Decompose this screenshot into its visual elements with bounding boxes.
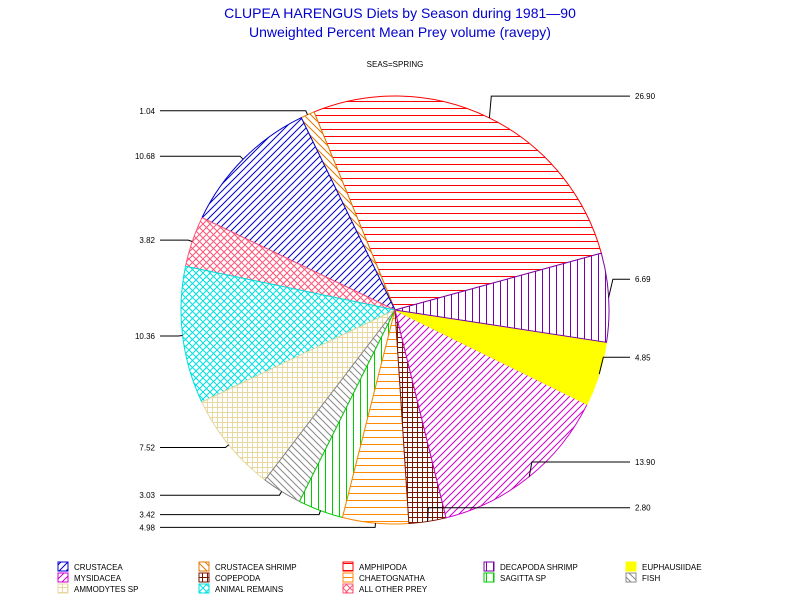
legend-swatch	[198, 561, 210, 572]
leader-line	[160, 523, 376, 528]
legend: CRUSTACEA CRUSTACEA SHRIMP AMPHIPODA DECAPO…	[57, 561, 702, 594]
legend-swatch	[625, 572, 637, 583]
legend-swatch	[483, 561, 495, 572]
legend-label: MYSIDACEA	[74, 574, 122, 583]
pie-slice-amphipoda	[313, 95, 602, 311]
slice-value-label: 10.68	[135, 152, 156, 161]
legend-swatch	[57, 561, 69, 572]
leader-line	[160, 239, 193, 242]
leader-line	[160, 110, 308, 115]
chart-subtitle: Unweighted Percent Mean Prey volume (rav…	[249, 24, 551, 40]
pie-slice-mysidacea	[394, 309, 588, 519]
leader-line	[160, 155, 244, 160]
leader-line	[160, 335, 183, 337]
slice-value-label: 26.90	[635, 92, 656, 101]
legend-label: AMMODYTES SP	[74, 585, 138, 594]
legend-swatch	[57, 583, 69, 594]
legend-label: ALL OTHER PREY	[359, 585, 428, 594]
legend-swatch	[342, 572, 354, 583]
slice-value-label: 1.04	[139, 107, 155, 116]
legend-swatch	[57, 572, 69, 583]
slice-value-label: 2.80	[635, 504, 651, 513]
leader-line	[427, 507, 630, 522]
legend-swatch	[483, 572, 495, 583]
legend-swatch	[198, 583, 210, 594]
legend-label: SAGITTA SP	[500, 574, 546, 583]
slice-value-label: 10.36	[135, 332, 156, 341]
leader-line	[160, 510, 321, 516]
slice-value-label: 3.03	[139, 491, 155, 500]
legend-swatch	[342, 583, 354, 594]
slice-value-label: 4.85	[635, 353, 651, 362]
leader-line	[160, 444, 230, 448]
pie-slice-ammodytes-sp	[201, 309, 396, 481]
panel-label: SEAS=SPRING	[367, 60, 424, 69]
legend-label: CHAETOGNATHA	[359, 574, 426, 583]
legend-label: ANIMAL REMAINS	[215, 585, 283, 594]
pie-slice-animal-remains	[180, 265, 397, 403]
legend-label: CRUSTACEA SHRIMP	[215, 563, 297, 572]
slice-value-label: 4.98	[139, 523, 155, 532]
slice-labels: 26.90 1.04 10.68 3.82 10.36 7.52 3.03 3.42 4.98 2…	[135, 92, 656, 532]
slice-value-label: 3.82	[139, 236, 155, 245]
slice-value-label: 6.69	[635, 275, 651, 284]
legend-label: EUPHAUSIIDAE	[642, 563, 702, 572]
legend-label: FISH	[642, 574, 660, 583]
leader-line	[598, 356, 630, 375]
slice-value-label: 13.90	[635, 458, 656, 467]
legend-swatch	[198, 572, 210, 583]
slice-value-label: 7.52	[139, 443, 155, 452]
legend-swatch	[625, 561, 637, 572]
pie-slices	[180, 95, 610, 525]
legend-swatch	[342, 561, 354, 572]
chart-title: CLUPEA HARENGUS Diets by Season during 1…	[224, 5, 576, 21]
leader-line	[488, 95, 630, 118]
legend-label: DECAPODA SHRIMP	[500, 563, 578, 572]
legend-label: COPEPODA	[215, 574, 261, 583]
leader-line	[160, 491, 283, 496]
legend-label: CRUSTACEA	[74, 563, 123, 572]
legend-label: AMPHIPODA	[359, 563, 408, 572]
leader-line	[608, 278, 630, 298]
slice-value-label: 3.42	[139, 511, 155, 520]
leader-line	[528, 461, 630, 477]
